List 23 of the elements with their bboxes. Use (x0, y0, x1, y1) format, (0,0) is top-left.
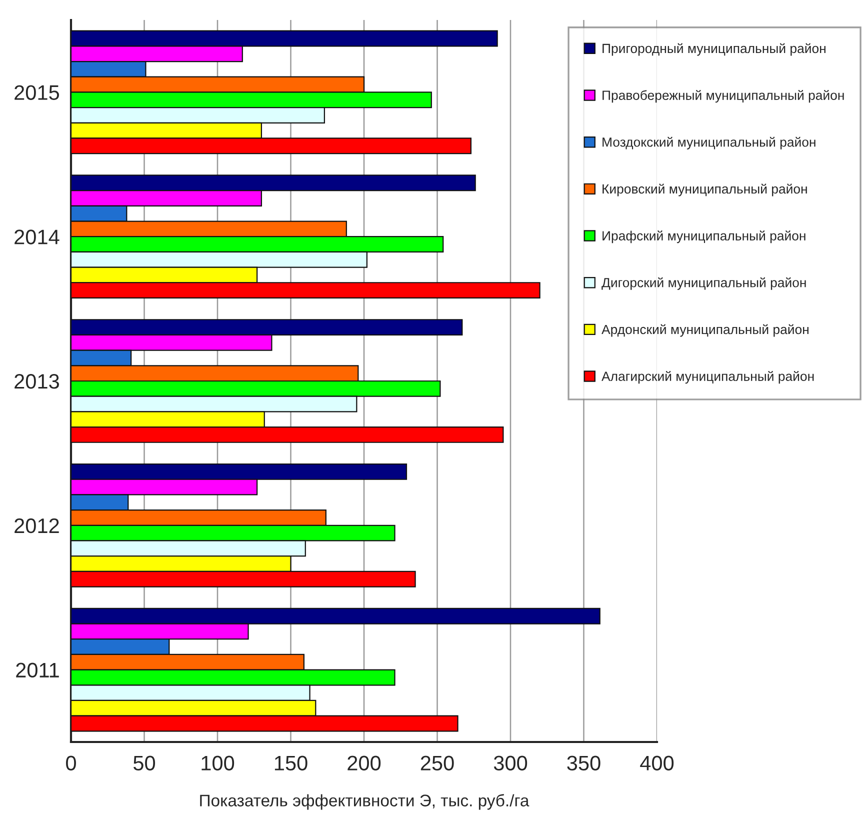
y-tick-label: 2012 (14, 518, 59, 534)
x-tick-label: 100 (202, 756, 234, 770)
x-tick-label: 400 (640, 756, 674, 770)
x-tick-label: 50 (134, 756, 156, 770)
x-tick-label: 0 (66, 756, 76, 770)
y-tick-label: 2011 (16, 662, 59, 678)
legend-label: Дигорский муниципальный район (602, 277, 806, 290)
legend-label: Ардонский муниципальный район (602, 324, 808, 337)
x-tick-label: 250 (420, 756, 454, 770)
x-tick-label: 300 (494, 756, 528, 770)
y-tick-label: 2015 (14, 85, 60, 100)
x-axis-title: Показатель эффективности Э, тыс. руб./га (200, 794, 530, 810)
legend-label: Правобережный муниципальный район (602, 90, 844, 103)
legend-label: Алагирский муниципальный район (602, 371, 814, 384)
x-tick-label: 350 (567, 756, 600, 770)
x-tick-label: 200 (348, 756, 381, 770)
legend-label: Кировский муниципальный район (602, 184, 807, 196)
y-tick-label: 2013 (14, 374, 59, 389)
y-tick-label: 2014 (14, 230, 60, 244)
legend-label: Моздокский муниципальный район (602, 136, 816, 150)
legend-label: Пригородный муниципальный район (602, 43, 826, 56)
legend-label: Ирафский муниципальный район (602, 230, 806, 244)
x-tick-label: 150 (274, 756, 308, 770)
